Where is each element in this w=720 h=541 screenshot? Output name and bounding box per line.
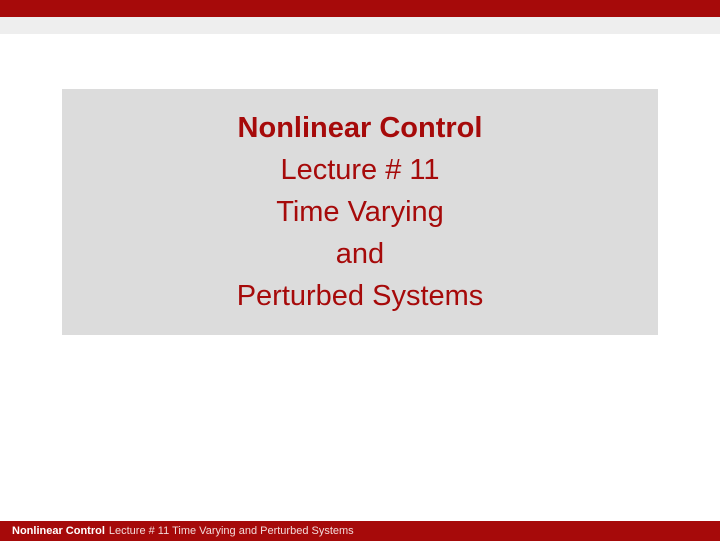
top-accent-bar bbox=[0, 0, 720, 17]
subtitle-line-2: Time Varying bbox=[62, 191, 658, 233]
footer-subtitle: Lecture # 11 Time Varying and Perturbed … bbox=[109, 525, 354, 537]
subtitle-line-3: and bbox=[62, 233, 658, 275]
top-nav-bar bbox=[0, 17, 720, 34]
footer-bar: Nonlinear Control Lecture # 11 Time Vary… bbox=[0, 521, 720, 541]
slide-title: Nonlinear Control bbox=[62, 107, 658, 149]
subtitle-line-4: Perturbed Systems bbox=[62, 275, 658, 317]
footer-title-bold: Nonlinear Control bbox=[12, 525, 105, 537]
title-block: Nonlinear Control Lecture # 11 Time Vary… bbox=[62, 89, 658, 335]
subtitle-line-1: Lecture # 11 bbox=[62, 149, 658, 191]
slide-page: Nonlinear Control Lecture # 11 Time Vary… bbox=[0, 0, 720, 541]
